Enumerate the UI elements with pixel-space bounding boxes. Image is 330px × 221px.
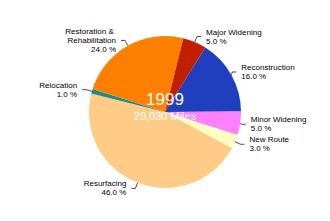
svg-text:1999: 1999 (146, 90, 184, 109)
svg-text:Minor Widening: Minor Widening (251, 115, 307, 124)
svg-text:3.0 %: 3.0 % (249, 144, 269, 153)
svg-text:1.0 %: 1.0 % (57, 90, 77, 99)
svg-text:Relocation: Relocation (39, 81, 77, 90)
svg-text:29,030 Miles: 29,030 Miles (134, 110, 197, 122)
svg-text:5.0 %: 5.0 % (206, 37, 226, 46)
svg-text:Reconstruction: Reconstruction (241, 63, 294, 72)
svg-text:Rehabilitation: Rehabilitation (68, 36, 116, 45)
svg-text:Resurfacing: Resurfacing (84, 179, 127, 188)
svg-text:Restoration &: Restoration & (65, 27, 116, 36)
svg-text:46.0 %: 46.0 % (101, 188, 126, 197)
svg-text:16.0 %: 16.0 % (241, 72, 266, 81)
svg-text:5.0 %: 5.0 % (251, 124, 271, 133)
svg-text:24.0 %: 24.0 % (91, 45, 116, 54)
svg-text:Major Widening: Major Widening (206, 28, 262, 37)
svg-text:New Route: New Route (249, 135, 289, 144)
